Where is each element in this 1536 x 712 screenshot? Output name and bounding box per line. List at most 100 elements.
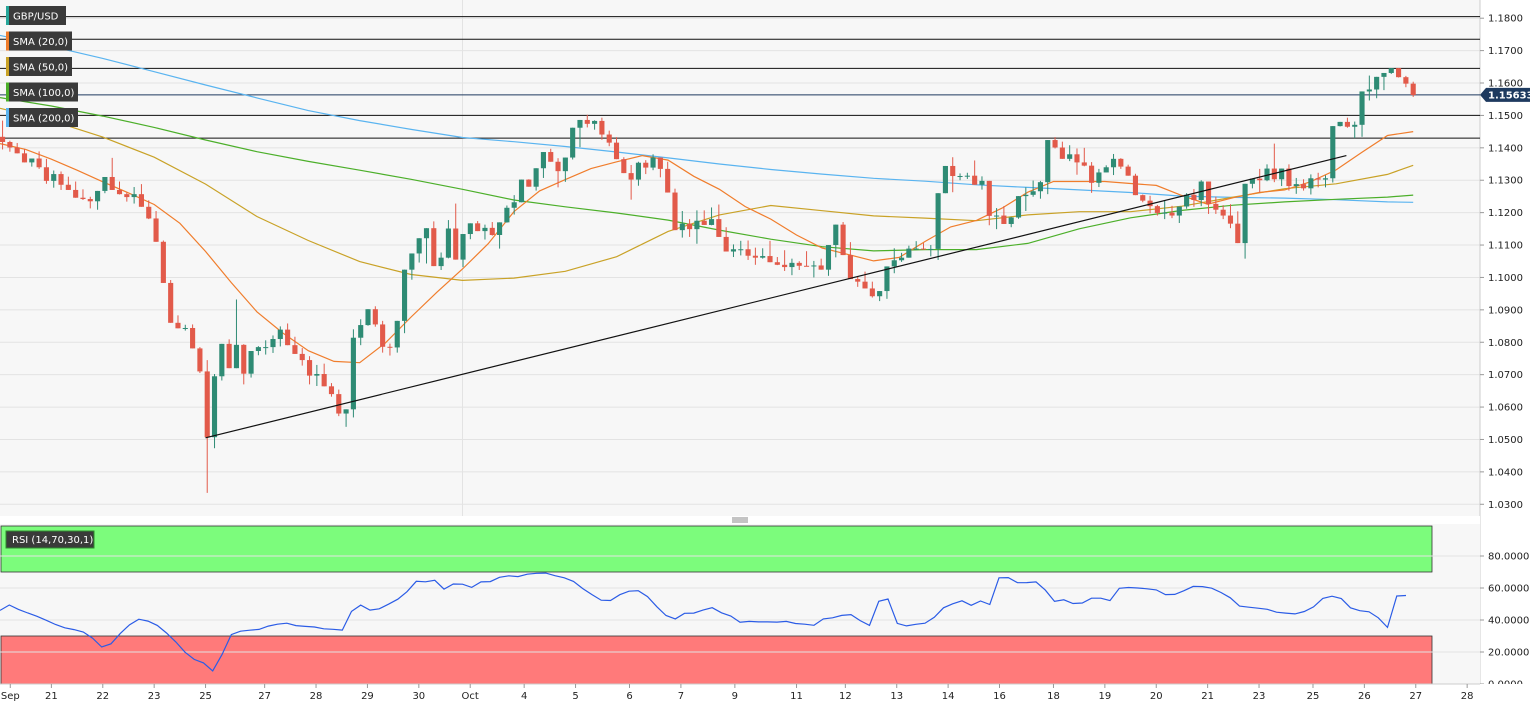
candle-body (51, 174, 57, 181)
candle-body (1059, 147, 1065, 159)
candle-body (350, 337, 356, 410)
candle-body (87, 199, 93, 202)
candle-body (292, 345, 298, 354)
candle-body (745, 249, 751, 256)
candle-body (1147, 200, 1153, 207)
candle-body (1110, 158, 1117, 168)
time-tick-label: 29 (361, 691, 374, 702)
candle-body (482, 227, 488, 232)
candle-body (599, 120, 605, 135)
candle-body (116, 189, 123, 195)
candle-body (467, 223, 473, 235)
candle-body (1213, 203, 1219, 210)
time-tick-label: Oct (462, 691, 479, 702)
price-tick-label: 1.1400 (1488, 143, 1523, 154)
trendline[interactable] (205, 155, 1347, 439)
time-tick-label: 22 (96, 691, 109, 702)
candle-body (1015, 196, 1022, 218)
time-tick-label: 28 (1461, 691, 1474, 702)
candle-body (1403, 77, 1409, 84)
rsi-legend: RSI (14,70,30,1) (5, 530, 95, 549)
candle-body (782, 264, 788, 268)
candle-body (855, 279, 861, 282)
candle-body (1191, 194, 1197, 200)
candle-body (716, 219, 722, 237)
candle-body (1308, 178, 1314, 189)
rsi-tick-label: 40.0000 (1488, 616, 1529, 627)
candle-body (489, 227, 495, 235)
candle-body (380, 324, 386, 347)
candle-body (972, 175, 978, 185)
candle-body (1008, 217, 1014, 224)
last-price-label: 1.15633 (1488, 90, 1534, 101)
candle-body (833, 224, 839, 246)
rsi-overbought-zone (0, 525, 1433, 573)
candle-body (1074, 154, 1080, 163)
candle-body (818, 265, 824, 270)
candle-body (796, 262, 802, 266)
time-tick-label: 18 (1047, 691, 1060, 702)
candle-body (511, 202, 517, 208)
legend-label: SMA (20,0) (13, 37, 68, 48)
candle-body (328, 386, 335, 395)
candle-body (1381, 72, 1387, 77)
candle-body (526, 179, 532, 187)
candle-body (1279, 168, 1285, 180)
candle-body (548, 152, 554, 162)
legend-label: SMA (200,0) (13, 114, 75, 125)
candle-body (270, 339, 276, 348)
candle-body (1366, 89, 1372, 92)
candle-body (263, 347, 269, 349)
candle-body (1235, 223, 1241, 244)
candle-body (950, 165, 956, 177)
legend-box (6, 108, 78, 127)
time-tick-label: 25 (1307, 691, 1320, 702)
candle-body (497, 222, 503, 235)
price-tick-label: 1.0800 (1488, 338, 1523, 349)
candle-body (730, 249, 737, 252)
candle-body (1162, 212, 1168, 214)
legend-box (6, 57, 72, 76)
pane-resize-handle[interactable] (732, 517, 748, 523)
candle-body (95, 190, 101, 202)
time-tick-label: 4 (521, 691, 527, 702)
candle-body (204, 371, 210, 438)
candle-body (1096, 172, 1102, 183)
candle-body (847, 255, 853, 280)
time-tick-label: 26 (1358, 691, 1371, 702)
legend-label: GBP/USD (13, 12, 59, 23)
candle-body (1103, 167, 1109, 173)
candle-body (533, 168, 539, 187)
price-tick-label: 1.1500 (1488, 111, 1523, 122)
candle-body (679, 223, 685, 231)
candle-body (73, 189, 79, 198)
candle-body (920, 248, 927, 250)
candle-body (321, 374, 327, 387)
candle-body (453, 228, 459, 260)
candle-body (986, 180, 992, 216)
candlesticks (0, 68, 1416, 493)
candle-body (628, 173, 634, 180)
legend-swatch (6, 108, 9, 127)
candle-body (1125, 166, 1131, 176)
candle-body (21, 153, 28, 163)
candle-body (1052, 140, 1058, 148)
candle-body (1396, 68, 1402, 78)
candle-body (657, 157, 663, 169)
time-tick-label: 30 (412, 691, 425, 702)
candle-body (1359, 91, 1365, 125)
rsi-tick-label: 60.0000 (1488, 584, 1529, 595)
candle-body (314, 374, 320, 376)
candle-body (774, 262, 780, 265)
candle-body (1030, 191, 1036, 195)
candle-body (877, 291, 883, 297)
candle-body (811, 265, 817, 267)
candle-body (957, 176, 963, 178)
candle-body (540, 152, 546, 169)
candle-body (1352, 124, 1358, 127)
legend-swatch (6, 31, 9, 51)
candle-body (1081, 162, 1087, 166)
time-tick-label: 12 (839, 691, 852, 702)
